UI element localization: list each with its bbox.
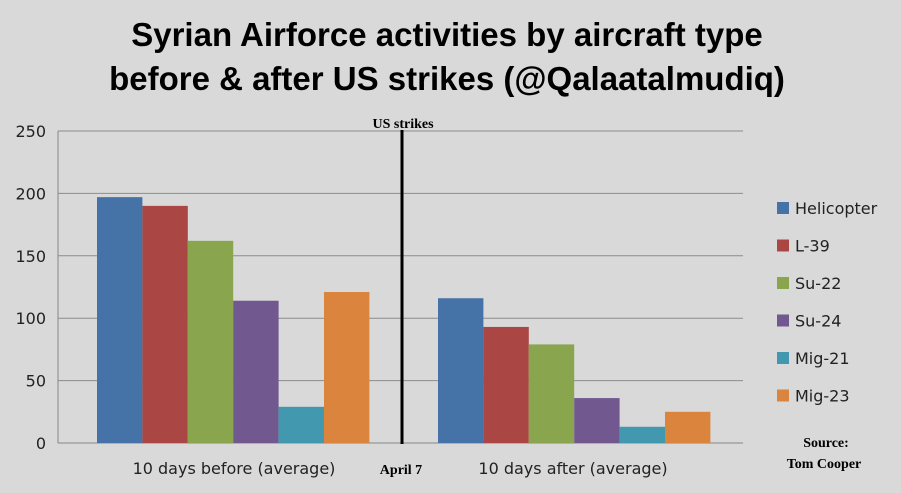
y-tick-label: 250 <box>15 122 46 141</box>
y-axis-ticks: 0 50 100 150 200 250 <box>15 122 46 453</box>
chart-title-line-2: before & after US strikes (@Qalaatalmudi… <box>109 60 785 97</box>
legend: Helicopter L-39 Su-22 Su-24 Mig-21 Mig-23 <box>777 199 878 406</box>
chart-title-line-1: Syrian Airforce activities by aircraft t… <box>131 16 763 53</box>
source-author: Tom Cooper <box>787 457 862 472</box>
category-label-after: 10 days after (average) <box>478 459 667 478</box>
divider-bottom-label: April 7 <box>380 463 422 478</box>
bar-su-22-after <box>529 344 574 443</box>
bar-su-22-before <box>188 241 233 443</box>
legend-swatch <box>777 390 789 402</box>
source-label: Source: <box>803 436 849 451</box>
y-tick-label: 50 <box>26 372 46 391</box>
legend-label: Su-24 <box>795 312 841 331</box>
legend-swatch <box>777 315 789 327</box>
bar-su-24-before <box>233 301 278 443</box>
legend-swatch <box>777 240 789 252</box>
chart: Syrian Airforce activities by aircraft t… <box>0 0 901 493</box>
y-tick-label: 200 <box>15 184 46 203</box>
bar-su-24-after <box>574 398 619 443</box>
legend-swatch <box>777 202 789 214</box>
legend-label: Su-22 <box>795 274 841 293</box>
bar-l-39-before <box>142 206 187 443</box>
legend-swatch <box>777 352 789 364</box>
bar-helicopter-before <box>97 197 142 443</box>
category-label-before: 10 days before (average) <box>133 459 336 478</box>
bar-helicopter-after <box>438 298 483 443</box>
bar-mig-21-after <box>620 427 665 443</box>
bar-mig-21-before <box>279 407 324 443</box>
legend-label: Helicopter <box>795 199 878 218</box>
bars <box>97 197 710 443</box>
legend-label: L-39 <box>795 237 830 256</box>
y-tick-label: 150 <box>15 247 46 266</box>
y-tick-label: 0 <box>36 434 46 453</box>
bar-l-39-after <box>483 327 528 443</box>
y-tick-label: 100 <box>15 309 46 328</box>
divider-top-label: US strikes <box>372 117 434 132</box>
legend-label: Mig-21 <box>795 349 850 368</box>
bar-mig-23-after <box>665 412 710 443</box>
legend-label: Mig-23 <box>795 387 850 406</box>
legend-swatch <box>777 277 789 289</box>
bar-mig-23-before <box>324 292 369 443</box>
